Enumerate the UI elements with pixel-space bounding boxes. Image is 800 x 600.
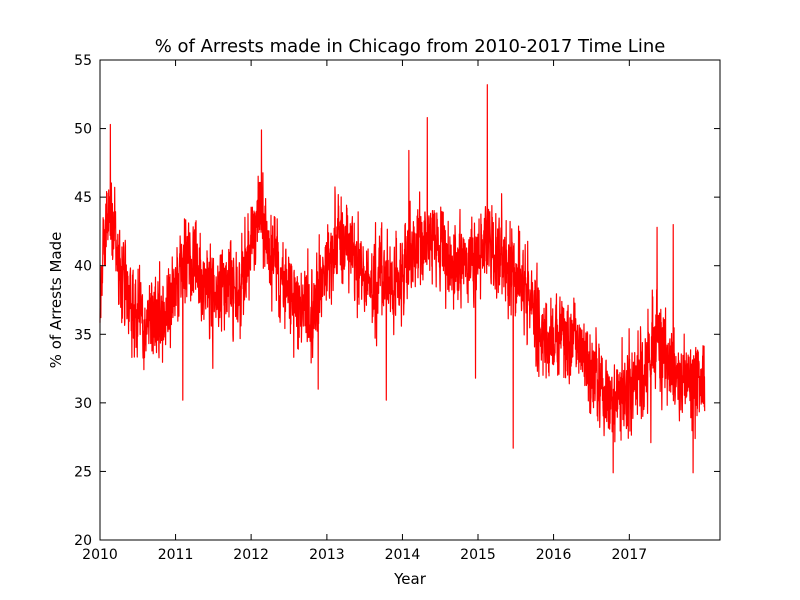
x-tick-label: 2014: [385, 547, 421, 563]
y-tick-label: 50: [74, 122, 92, 138]
y-tick-label: 45: [74, 190, 92, 206]
y-axis-label: % of Arrests Made: [47, 232, 65, 369]
y-tick-label: 25: [74, 464, 92, 480]
x-tick-label: 2011: [158, 547, 194, 563]
chart-title: % of Arrests made in Chicago from 2010-2…: [155, 36, 666, 57]
x-tick-label: 2012: [233, 547, 269, 563]
x-tick-label: 2015: [460, 547, 496, 563]
y-tick-label: 35: [74, 327, 92, 343]
x-axis: 2010 2011 2012 2013 2014 2015 2016 2017: [82, 60, 647, 563]
x-axis-label: Year: [393, 570, 427, 588]
x-tick-label: 2010: [82, 547, 118, 563]
y-tick-label: 40: [74, 259, 92, 275]
y-axis: 20 25 30 35 40 45 50 55: [74, 53, 720, 549]
series-layer: [99, 84, 706, 474]
y-tick-label: 55: [74, 53, 92, 69]
x-tick-label: 2013: [309, 547, 345, 563]
series-line: [99, 84, 706, 474]
y-tick-label: 30: [74, 396, 92, 412]
plot-frame: [99, 59, 721, 541]
y-tick-label: 20: [74, 533, 92, 549]
x-tick-label: 2017: [612, 547, 648, 563]
x-tick-label: 2016: [536, 547, 572, 563]
